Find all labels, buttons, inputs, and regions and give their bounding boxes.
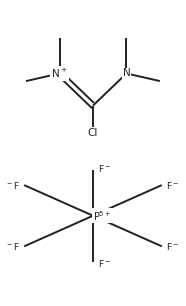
Text: N: N bbox=[123, 69, 130, 78]
Text: $^-$F: $^-$F bbox=[5, 180, 20, 191]
Text: F$^-$: F$^-$ bbox=[98, 258, 111, 269]
Text: F$^-$: F$^-$ bbox=[166, 180, 180, 191]
Text: P$^{5+}$: P$^{5+}$ bbox=[93, 209, 111, 223]
Text: $^-$F: $^-$F bbox=[5, 241, 20, 252]
Text: F$^-$: F$^-$ bbox=[166, 241, 180, 252]
Text: F$^-$: F$^-$ bbox=[98, 163, 111, 174]
Text: N$^+$: N$^+$ bbox=[51, 67, 68, 80]
Text: Cl: Cl bbox=[88, 128, 98, 138]
